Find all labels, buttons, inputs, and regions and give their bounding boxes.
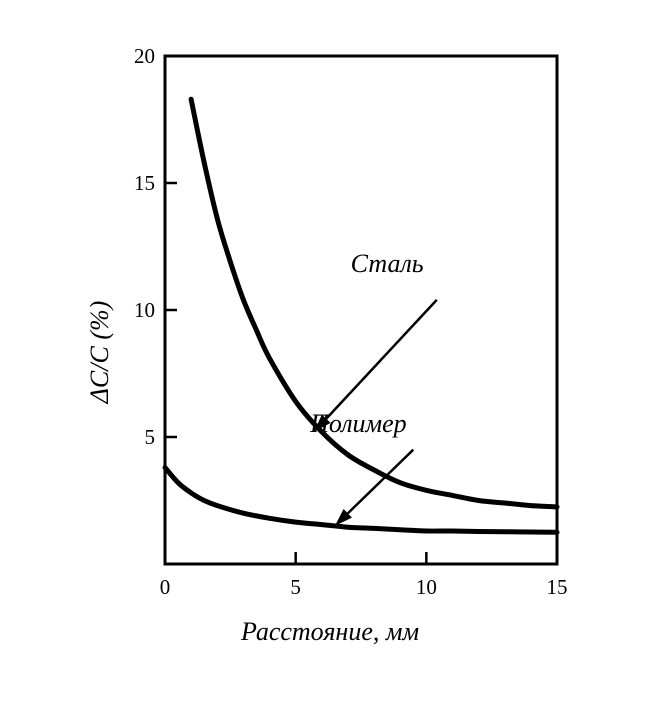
y-tick-label: 10 [134,298,155,322]
axis-ticks [165,181,428,564]
x-tick-label: 5 [290,575,301,599]
annotation-arrow-head [313,414,331,432]
x-axis-title: Расстояние, мм [240,617,419,646]
x-tick-label: 0 [160,575,171,599]
y-axis-title: ΔC/C (%) [85,301,114,405]
series-group [162,96,560,535]
annotation-steel: Сталь [351,249,424,278]
plot-frame [163,54,559,566]
y-tick-label: 15 [134,171,155,195]
y-tick-label: 20 [134,44,155,68]
annotation-arrow-line [346,448,415,515]
x-tick-label: 15 [547,575,568,599]
y-tick-label: 5 [145,425,156,449]
series-line-steel [188,96,560,510]
tick-labels: 0 5 10 15 5 10 15 20 [134,44,568,599]
annotation-arrow-line [325,298,438,420]
annotation-arrows [313,298,438,526]
annotation-arrow-head [334,509,352,526]
x-tick-label: 10 [416,575,437,599]
annotation-polymer: Полимер [309,409,407,438]
series-line-polymer [162,465,560,535]
